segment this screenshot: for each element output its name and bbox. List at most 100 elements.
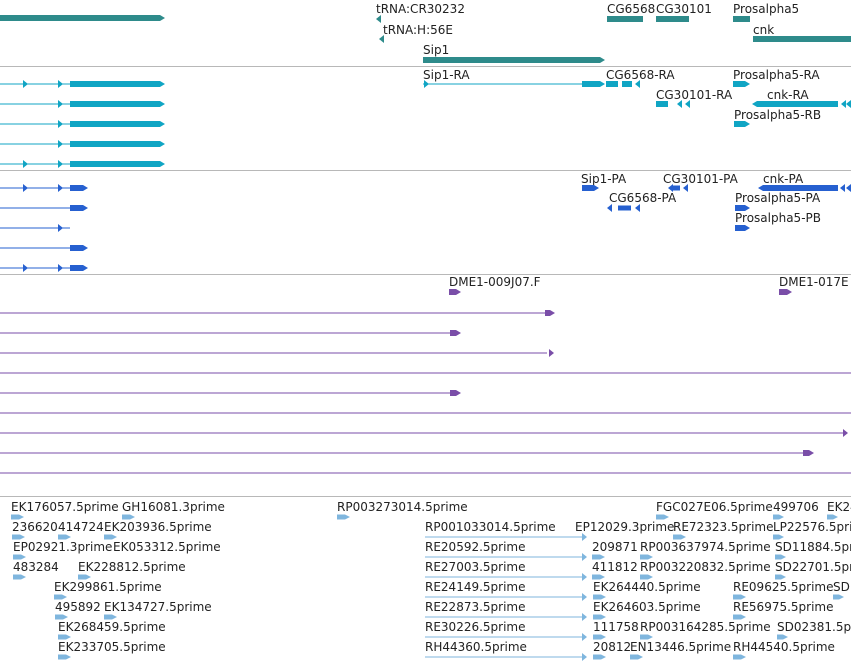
est-feature[interactable] [58, 634, 66, 640]
transcript-label[interactable]: CG30101-RA [656, 88, 733, 102]
est-label[interactable]: RE30226.5prime [425, 620, 526, 634]
est-feature[interactable] [733, 594, 741, 600]
transcript-label[interactable]: CG6568-RA [606, 68, 675, 82]
transcript-label[interactable]: Prosalpha5-RB [734, 108, 821, 122]
est-feature[interactable] [833, 594, 839, 600]
transcript-exon-bar[interactable] [70, 101, 160, 107]
est-label[interactable]: EK24 [827, 500, 851, 514]
est-label[interactable]: RE20592.5prime [425, 540, 526, 554]
est-feature[interactable] [104, 614, 112, 620]
gene-label[interactable]: CG30101 [656, 2, 712, 16]
gene-label[interactable]: tRNA:CR30232 [376, 2, 465, 16]
est-feature[interactable] [592, 554, 600, 560]
est-feature[interactable] [827, 514, 833, 520]
gene-label[interactable]: Prosalpha5 [733, 2, 799, 16]
est-label[interactable]: GH16081.3prime [122, 500, 225, 514]
est-label[interactable]: EK299861.5prime [54, 580, 162, 594]
est-feature[interactable] [55, 614, 63, 620]
est-feature[interactable] [122, 514, 130, 520]
protein-label[interactable]: cnk-PA [763, 172, 804, 186]
est-label[interactable]: RE56975.5prime [733, 600, 834, 614]
gene-cg30101[interactable] [656, 16, 689, 22]
est-feature[interactable] [58, 534, 66, 540]
gene-prosalpha5[interactable] [733, 16, 750, 22]
cdna-label[interactable]: DME1-017E [779, 275, 849, 289]
transcript-cg6568-ra[interactable] [606, 81, 618, 87]
est-feature[interactable] [104, 534, 112, 540]
est-feature[interactable] [775, 554, 781, 560]
est-label[interactable]: EK233705.5prime [58, 640, 166, 654]
est-label[interactable]: RP003637974.5prime [640, 540, 771, 554]
est-label[interactable]: RH44540.5prime [733, 640, 835, 654]
est-label[interactable]: 495892 [55, 600, 101, 614]
est-label[interactable]: EK203936.5prime [104, 520, 212, 534]
est-label[interactable]: EK268459.5prime [58, 620, 166, 634]
est-feature[interactable] [640, 554, 648, 560]
est-feature[interactable] [54, 594, 62, 600]
protein-cnk-pa[interactable] [763, 185, 838, 191]
protein-label[interactable]: Prosalpha5-PA [735, 191, 821, 205]
est-feature[interactable] [592, 574, 600, 580]
protein-exon-bar[interactable] [70, 185, 83, 191]
est-label[interactable]: RH44360.5prime [425, 640, 527, 654]
cdna-end[interactable] [545, 310, 550, 316]
est-feature[interactable] [13, 574, 21, 580]
est-label[interactable]: 414724 [58, 520, 104, 534]
transcript-exon-bar[interactable] [70, 161, 160, 167]
est-feature[interactable] [58, 654, 66, 660]
est-label[interactable]: 236620 [12, 520, 58, 534]
est-feature[interactable] [775, 574, 781, 580]
est-label[interactable]: EP12029.3prime [575, 520, 674, 534]
transcript-prosalpha5-rb[interactable] [734, 121, 745, 127]
est-feature[interactable] [777, 634, 783, 640]
est-label[interactable]: SD22701.5prime [775, 560, 851, 574]
est-feature[interactable] [13, 554, 21, 560]
est-label[interactable]: SD [833, 580, 850, 594]
protein-exon-bar[interactable] [70, 245, 83, 251]
est-feature[interactable] [773, 514, 779, 520]
transcript-cg30101-ra[interactable] [656, 101, 668, 107]
transcript-cnk-ra[interactable] [757, 101, 838, 107]
transcript-exon-bar[interactable] [70, 141, 160, 147]
est-label[interactable]: LP22576.5prime [773, 520, 851, 534]
gene-label[interactable]: Sip1 [423, 43, 449, 57]
protein-cg30101-pa[interactable] [673, 185, 680, 191]
est-label[interactable]: EK264440.5prime [593, 580, 701, 594]
est-feature[interactable] [593, 634, 601, 640]
transcript-exon-bar[interactable] [70, 121, 160, 127]
est-label[interactable]: RP003273014.5prime [337, 500, 468, 514]
est-feature[interactable] [773, 534, 779, 540]
est-feature[interactable] [673, 534, 681, 540]
est-label[interactable]: RE22873.5prime [425, 600, 526, 614]
est-label[interactable]: EK053312.5prime [113, 540, 221, 554]
est-label[interactable]: EK228812.5prime [78, 560, 186, 574]
gene-cg6568[interactable] [607, 16, 643, 22]
est-feature[interactable] [337, 514, 345, 520]
protein-label[interactable]: Prosalpha5-PB [735, 211, 821, 225]
protein-label[interactable]: CG6568-PA [609, 191, 677, 205]
est-feature[interactable] [11, 514, 19, 520]
gene-label[interactable]: cnk [753, 23, 774, 37]
protein-label[interactable]: CG30101-PA [663, 172, 739, 186]
protein-cg6568-pa[interactable] [618, 205, 631, 211]
est-label[interactable]: RP003164285.5prime [640, 620, 771, 634]
est-label[interactable]: RE72323.5prime [673, 520, 774, 534]
cdna-dme1-009j07[interactable] [449, 289, 456, 295]
est-label[interactable]: EK134727.5prime [104, 600, 212, 614]
cdna-dme1-017e[interactable] [779, 289, 787, 295]
est-feature[interactable] [593, 614, 601, 620]
transcript-prosalpha5-ra[interactable] [733, 81, 745, 87]
protein-exon-bar[interactable] [70, 265, 83, 271]
est-feature[interactable] [78, 574, 86, 580]
transcript-cg6568-ra[interactable] [622, 81, 632, 87]
est-feature[interactable] [630, 654, 638, 660]
protein-sip1-pa[interactable] [582, 185, 594, 191]
est-label[interactable]: 111758 [593, 620, 639, 634]
protein-exon-bar[interactable] [70, 205, 83, 211]
est-feature[interactable] [640, 634, 648, 640]
est-feature[interactable] [640, 574, 648, 580]
est-label[interactable]: EK176057.5prime [11, 500, 119, 514]
cdna-end[interactable] [450, 330, 456, 336]
gene-cnk[interactable] [753, 36, 851, 42]
gene-sip1[interactable] [423, 57, 600, 63]
